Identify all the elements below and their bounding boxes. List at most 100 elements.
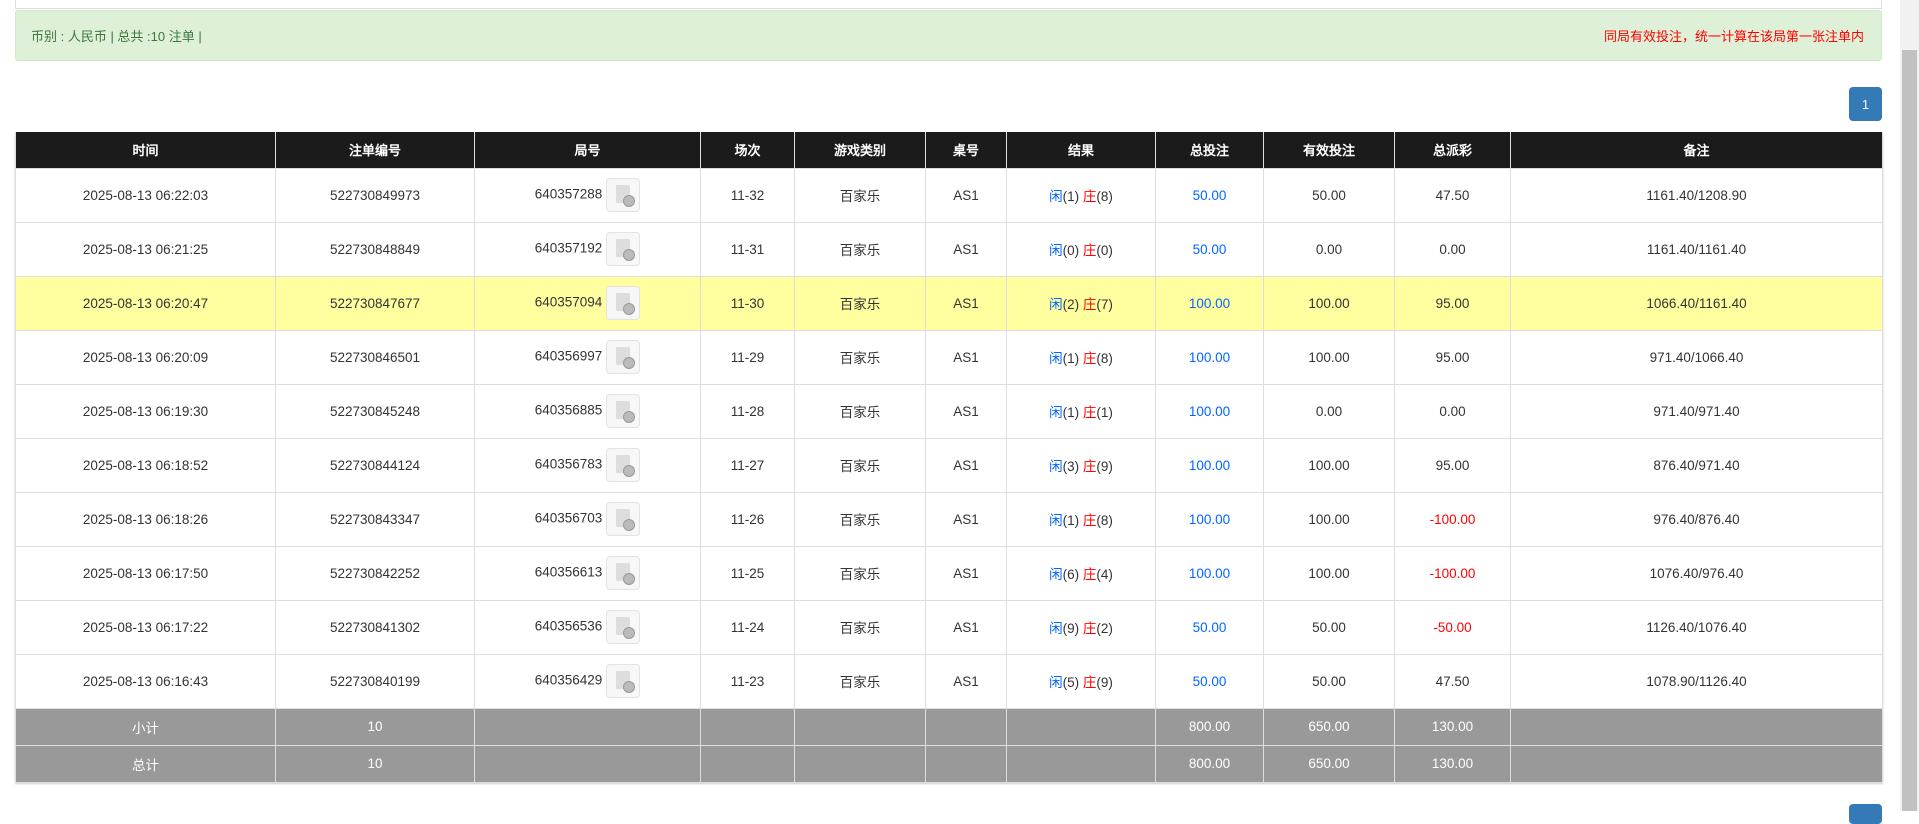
player-label: 闲 — [1049, 243, 1063, 258]
banker-score: (8) — [1096, 351, 1113, 366]
sum-label: 总计 — [15, 744, 276, 783]
cell-text: 640356536 — [534, 618, 603, 634]
cell-text: 976.40/876.40 — [1653, 511, 1740, 527]
cell-total-bet: 50.00 — [1155, 167, 1264, 223]
header-round: 局号 — [474, 132, 701, 169]
cell-text: 百家乐 — [839, 459, 881, 474]
cell-session: 11-30 — [700, 275, 795, 331]
cell-text: 100.00 — [1308, 565, 1350, 581]
cell-text: 百家乐 — [839, 513, 881, 528]
cell-text: AS1 — [953, 349, 979, 365]
cell-note: 971.40/1066.40 — [1510, 329, 1883, 385]
cell-text: 2025-08-13 06:19:30 — [82, 403, 209, 419]
cell-table-no: AS1 — [925, 383, 1007, 439]
cell-result: 闲(1) 庄(1) — [1006, 383, 1156, 439]
grand-total-row: 总计 10 800.00 650.00 130.00 — [15, 744, 1883, 783]
cell-text: AS1 — [953, 457, 979, 473]
cell-text: 640356885 — [534, 402, 603, 418]
scrollbar-thumb[interactable] — [1902, 50, 1917, 811]
page-button-bottom[interactable] — [1849, 804, 1882, 824]
cell-text: 11-25 — [730, 565, 765, 581]
banker-label: 庄 — [1082, 405, 1097, 420]
video-replay-icon[interactable] — [606, 178, 641, 212]
cell-text: 0.00 — [1439, 241, 1466, 257]
cell-text: 2025-08-13 06:17:50 — [82, 565, 209, 581]
cell-game-type: 百家乐 — [794, 383, 926, 439]
cell-text: 0.00 — [1315, 241, 1343, 257]
cell-text: 95.00 — [1435, 295, 1470, 311]
banker-label: 庄 — [1082, 567, 1097, 582]
sum-empty — [794, 744, 926, 783]
cell-text: AS1 — [953, 673, 979, 689]
cell-text: 640357192 — [534, 240, 603, 256]
cell-result: 闲(0) 庄(0) — [1006, 221, 1156, 277]
cell-round: 640356997 — [474, 329, 701, 385]
cell-text: 100.00 — [1188, 457, 1231, 473]
cell-text: 百家乐 — [839, 189, 881, 204]
cell-text: 650.00 — [1308, 719, 1350, 734]
cell-text: 640356429 — [534, 672, 603, 688]
video-replay-icon[interactable] — [606, 448, 641, 482]
banker-score: (0) — [1096, 243, 1113, 258]
cell-payout: 95.00 — [1394, 329, 1511, 385]
cell-text: 1161.40/1208.90 — [1646, 187, 1747, 203]
video-replay-icon[interactable] — [606, 394, 641, 428]
cell-text: AS1 — [953, 565, 979, 581]
cell-game-type: 百家乐 — [794, 599, 926, 655]
cell-text: 2025-08-13 06:20:47 — [82, 295, 209, 311]
banker-score: (4) — [1096, 567, 1113, 582]
player-score: (2) — [1062, 297, 1080, 312]
video-replay-icon[interactable] — [606, 610, 641, 644]
cell-text: 10 — [367, 756, 383, 771]
scrollbar[interactable] — [1900, 0, 1919, 811]
cell-text: 百家乐 — [839, 567, 881, 582]
cell-session: 11-26 — [700, 491, 795, 547]
cell-text: AS1 — [953, 187, 979, 203]
banker-label: 庄 — [1082, 675, 1097, 690]
video-replay-icon[interactable] — [606, 502, 641, 536]
video-replay-icon[interactable] — [606, 340, 641, 374]
cell-round: 640357094 — [474, 275, 701, 331]
player-score: (3) — [1062, 459, 1080, 474]
cell-text: 800.00 — [1188, 756, 1231, 771]
cell-valid-bet: 100.00 — [1263, 545, 1395, 601]
cell-table-no: AS1 — [925, 491, 1007, 547]
table-row: 2025-08-13 06:21:25 522730848849 640357192… — [15, 221, 1883, 277]
sum-valid-bet: 650.00 — [1263, 707, 1395, 746]
cell-valid-bet: 100.00 — [1263, 275, 1395, 331]
cell-text: -100.00 — [1429, 565, 1476, 581]
cell-text: -50.00 — [1433, 619, 1472, 635]
table-row: 2025-08-13 06:18:52 522730844124 640356783… — [15, 437, 1883, 493]
cell-result: 闲(6) 庄(4) — [1006, 545, 1156, 601]
sum-valid-bet: 650.00 — [1263, 744, 1395, 783]
cell-text: 640356703 — [534, 510, 603, 526]
banker-score: (9) — [1096, 675, 1113, 690]
player-score: (1) — [1062, 513, 1080, 528]
cell-text: 971.40/1066.40 — [1649, 349, 1744, 365]
cell-total-bet: 100.00 — [1155, 275, 1264, 331]
cell-time: 2025-08-13 06:20:47 — [15, 275, 276, 331]
player-label: 闲 — [1049, 405, 1063, 420]
cell-session: 11-28 — [700, 383, 795, 439]
video-replay-icon[interactable] — [606, 286, 641, 320]
cell-text: 2025-08-13 06:20:09 — [82, 349, 209, 365]
video-replay-icon[interactable] — [606, 556, 641, 590]
sum-empty — [1006, 744, 1156, 783]
player-label: 闲 — [1049, 567, 1063, 582]
banker-score: (2) — [1096, 621, 1113, 636]
video-replay-icon[interactable] — [606, 664, 641, 698]
table-row: 2025-08-13 06:20:09 522730846501 640356997… — [15, 329, 1883, 385]
cell-result: 闲(3) 庄(9) — [1006, 437, 1156, 493]
cell-text: 总计 — [132, 757, 159, 773]
cell-bet-id: 522730843347 — [275, 491, 475, 547]
cell-valid-bet: 0.00 — [1263, 383, 1395, 439]
cell-text: 522730849973 — [329, 187, 421, 203]
sum-payout: 130.00 — [1394, 744, 1511, 783]
sum-label: 小计 — [15, 707, 276, 746]
table-row: 2025-08-13 06:16:43 522730840199 640356429… — [15, 653, 1883, 709]
cell-result: 闲(1) 庄(8) — [1006, 491, 1156, 547]
page-1-button[interactable]: 1 — [1849, 87, 1882, 121]
cell-valid-bet: 50.00 — [1263, 167, 1395, 223]
video-replay-icon[interactable] — [606, 232, 641, 266]
cell-text: 800.00 — [1188, 719, 1231, 734]
